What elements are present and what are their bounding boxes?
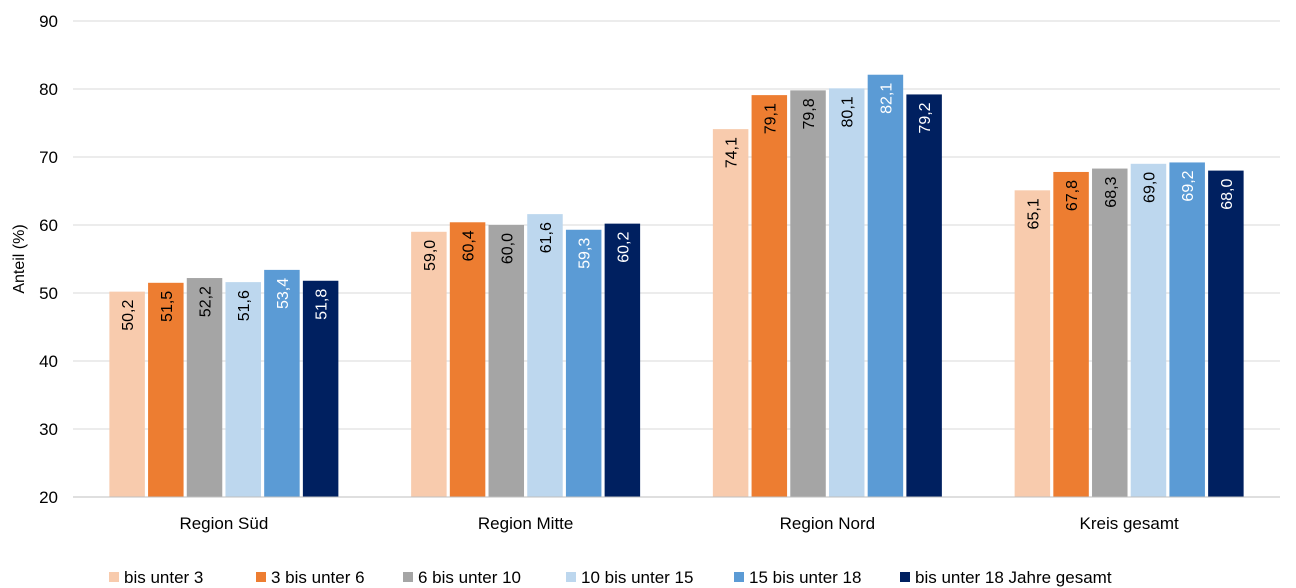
data-label: 59,3 bbox=[577, 238, 594, 269]
bar bbox=[565, 229, 602, 497]
y-tick-label: 50 bbox=[39, 284, 58, 303]
bar bbox=[712, 129, 749, 497]
data-label: 79,8 bbox=[801, 98, 818, 129]
y-tick-labels: 20 30 40 50 60 70 80 90 bbox=[39, 12, 58, 507]
bar bbox=[1169, 162, 1205, 497]
bar bbox=[302, 280, 339, 497]
bar bbox=[264, 269, 300, 497]
legend-label: bis unter 3 bbox=[124, 568, 203, 587]
bar bbox=[1208, 170, 1244, 497]
legend-label: 10 bis unter 15 bbox=[581, 568, 693, 587]
bar bbox=[751, 95, 788, 498]
bar bbox=[906, 94, 942, 497]
bar bbox=[148, 282, 184, 497]
category-labels: Region Süd Region Mitte Region Nord Kreis g… bbox=[179, 514, 1179, 533]
legend-label: 3 bis unter 6 bbox=[271, 568, 365, 587]
category-label: Region Mitte bbox=[478, 514, 573, 533]
data-labels: 50,2 51,5 52,2 51,6 53,4 51,8 59,0 60,4 60,0 61,6… bbox=[120, 83, 1236, 331]
bar bbox=[527, 214, 563, 497]
y-tick-label: 40 bbox=[39, 352, 58, 371]
legend-label: 6 bis unter 10 bbox=[418, 568, 521, 587]
data-label: 69,2 bbox=[1180, 170, 1197, 201]
bar bbox=[867, 74, 904, 497]
legend-swatch bbox=[256, 572, 266, 582]
bar bbox=[186, 278, 223, 497]
y-tick-label: 70 bbox=[39, 148, 58, 167]
data-label: 51,8 bbox=[314, 289, 331, 320]
y-axis-label: Anteil (%) bbox=[11, 224, 28, 293]
data-label: 50,2 bbox=[120, 300, 137, 331]
data-label: 80,1 bbox=[840, 96, 857, 127]
bar bbox=[1130, 163, 1167, 498]
bar bbox=[828, 88, 865, 497]
bar bbox=[449, 222, 486, 497]
bars bbox=[109, 74, 1244, 498]
data-label: 68,0 bbox=[1219, 178, 1236, 209]
legend-swatch bbox=[109, 572, 119, 582]
data-label: 52,2 bbox=[198, 286, 215, 317]
data-label: 65,1 bbox=[1025, 198, 1042, 229]
bar bbox=[411, 231, 447, 498]
data-label: 60,0 bbox=[499, 233, 516, 264]
y-tick-label: 90 bbox=[39, 12, 58, 31]
bar bbox=[604, 223, 641, 497]
legend-swatch bbox=[734, 572, 744, 582]
category-label: Region Nord bbox=[780, 514, 875, 533]
data-label: 61,6 bbox=[538, 222, 555, 253]
legend-swatch bbox=[566, 572, 576, 582]
y-tick-label: 20 bbox=[39, 488, 58, 507]
data-label: 59,0 bbox=[422, 240, 439, 271]
category-label: Region Süd bbox=[179, 514, 268, 533]
data-label: 60,4 bbox=[461, 230, 478, 261]
bar bbox=[1014, 190, 1051, 497]
data-label: 60,2 bbox=[615, 232, 632, 263]
data-label: 79,1 bbox=[762, 103, 779, 134]
data-label: 51,5 bbox=[159, 291, 176, 322]
bar bbox=[790, 90, 826, 498]
y-tick-label: 80 bbox=[39, 80, 58, 99]
legend-swatch bbox=[900, 572, 910, 582]
legend: bis unter 3 3 bis unter 6 6 bis unter 10 10… bbox=[109, 568, 1112, 587]
legend-label: 15 bis unter 18 bbox=[749, 568, 861, 587]
data-label: 53,4 bbox=[275, 278, 292, 309]
bar bbox=[225, 282, 261, 497]
data-label: 69,0 bbox=[1141, 172, 1158, 203]
bar bbox=[1092, 168, 1128, 497]
data-label: 79,2 bbox=[917, 102, 934, 133]
data-label: 74,1 bbox=[724, 137, 741, 168]
y-tick-label: 30 bbox=[39, 420, 58, 439]
category-label: Kreis gesamt bbox=[1080, 514, 1179, 533]
data-label: 68,3 bbox=[1103, 176, 1120, 207]
legend-swatch bbox=[403, 572, 413, 582]
y-tick-label: 60 bbox=[39, 216, 58, 235]
legend-label: bis unter 18 Jahre gesamt bbox=[915, 568, 1112, 587]
bar bbox=[1053, 171, 1089, 497]
data-label: 51,6 bbox=[236, 290, 253, 321]
bar bbox=[488, 225, 525, 497]
bar bbox=[109, 291, 145, 497]
data-label: 67,8 bbox=[1064, 180, 1081, 211]
data-label: 82,1 bbox=[878, 83, 895, 114]
